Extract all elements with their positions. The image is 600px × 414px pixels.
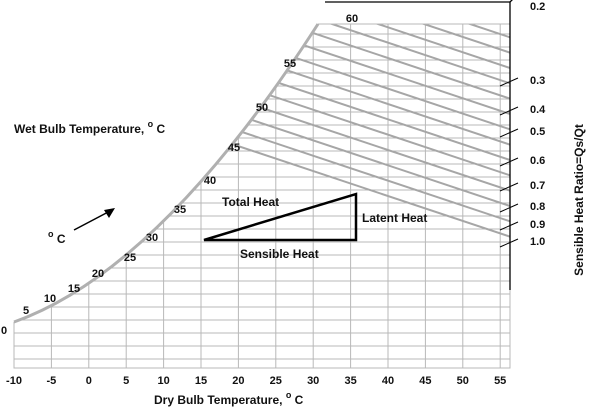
shr-tick: 0.5 bbox=[530, 126, 545, 138]
shr-tick: 0.8 bbox=[530, 201, 545, 213]
dry-bulb-tick: 25 bbox=[270, 375, 282, 387]
shr-tick-mark bbox=[499, 77, 519, 87]
dry-bulb-tick: 55 bbox=[494, 375, 506, 387]
shr-tick-mark bbox=[499, 238, 519, 248]
wet-bulb-tick: 40 bbox=[204, 175, 216, 187]
shr-tick-mark bbox=[499, 182, 519, 192]
chart-border bbox=[13, 23, 511, 369]
wet-bulb-tick: 30 bbox=[146, 232, 158, 244]
wet-bulb-line bbox=[167, 24, 510, 368]
wet-bulb-tick: 10 bbox=[44, 293, 56, 305]
dry-bulb-tick: 20 bbox=[232, 375, 244, 387]
wet-bulb-title: Wet Bulb Temperature, o C bbox=[14, 116, 165, 136]
shr-tick: 0.3 bbox=[530, 75, 545, 87]
wet-bulb-tick: 60 bbox=[346, 13, 358, 25]
wet-bulb-tick: 5 bbox=[23, 305, 29, 317]
wet-bulb-tick: 0 bbox=[1, 325, 7, 337]
dry-bulb-title: Dry Bulb Temperature, o C bbox=[154, 387, 304, 407]
wet-bulb-line bbox=[536, 0, 600, 400]
dry-bulb-tick: 50 bbox=[457, 375, 469, 387]
shr-tick-mark bbox=[499, 128, 519, 138]
shr-tick-mark bbox=[499, 106, 519, 116]
shr-tick-mark bbox=[499, 203, 519, 213]
wet-bulb-tick: 35 bbox=[174, 204, 186, 216]
sensible-heat-label: Sensible Heat bbox=[240, 247, 319, 261]
shr-tick: 0.4 bbox=[530, 104, 546, 116]
wet-bulb-line bbox=[305, 24, 510, 368]
dry-bulb-tick: 0 bbox=[86, 375, 92, 387]
shr-tick: 0.7 bbox=[530, 180, 545, 192]
latent-heat-label: Latent Heat bbox=[362, 211, 427, 225]
wet-bulb-tick: 45 bbox=[228, 142, 240, 154]
shr-tick: 1.0 bbox=[530, 236, 545, 248]
wet-bulb-line bbox=[14, 24, 510, 368]
shr-tick: 0.9 bbox=[530, 219, 545, 231]
dry-bulb-tick: -5 bbox=[47, 375, 57, 387]
dry-bulb-tick: -10 bbox=[6, 375, 22, 387]
wet-bulb-line bbox=[213, 24, 510, 368]
wet-bulb-tick: 55 bbox=[284, 58, 296, 70]
wet-bulb-line bbox=[121, 24, 510, 368]
wet-bulb-line bbox=[259, 24, 510, 368]
shr-tick: 0.6 bbox=[530, 155, 545, 167]
saturation-curve bbox=[13, 23, 320, 324]
shr-tick-mark bbox=[499, 157, 519, 167]
dry-bulb-tick: 35 bbox=[344, 375, 356, 387]
heat-triangle bbox=[203, 192, 358, 242]
dry-bulb-tick: 45 bbox=[419, 375, 431, 387]
dry-bulb-tick: 5 bbox=[123, 375, 129, 387]
dry-bulb-tick: 30 bbox=[307, 375, 319, 387]
wet-bulb-tick: 25 bbox=[124, 252, 136, 264]
shr-tick: 0.2 bbox=[530, 1, 545, 13]
shr-protractor bbox=[325, 0, 519, 290]
dry-bulb-tick: 10 bbox=[157, 375, 169, 387]
wet-bulb-tick: 20 bbox=[92, 268, 104, 280]
shr-tick-mark bbox=[499, 221, 519, 231]
wet-bulb-tick: 50 bbox=[256, 102, 268, 114]
wet-bulb-tick: 15 bbox=[68, 283, 80, 295]
arrow-icon bbox=[73, 208, 115, 231]
degree-c-label: o C bbox=[48, 226, 66, 246]
dry-bulb-tick: 40 bbox=[382, 375, 394, 387]
shr-title: Sensible Heat Ratio=Qs/Qt bbox=[572, 124, 586, 276]
total-heat-label: Total Heat bbox=[222, 195, 279, 209]
dry-bulb-tick: 15 bbox=[195, 375, 207, 387]
